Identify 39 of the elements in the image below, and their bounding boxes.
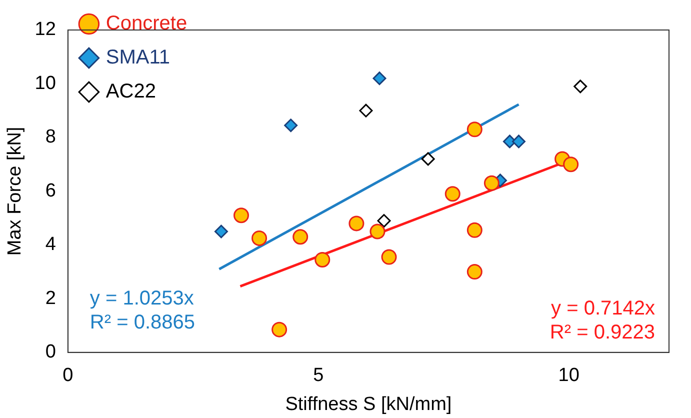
point xyxy=(233,208,249,224)
x-tick-label: 0 xyxy=(62,365,74,386)
x-tick-label: 10 xyxy=(558,365,580,386)
point xyxy=(484,175,500,191)
point xyxy=(314,252,330,268)
point xyxy=(574,80,588,94)
y-tick-label: 10 xyxy=(34,72,56,94)
point xyxy=(444,186,460,202)
x-axis-title: Stiffness S [kN/mm] xyxy=(285,394,452,415)
y-tick-label: 2 xyxy=(45,288,56,309)
legend-label: AC22 xyxy=(106,80,156,103)
y-tick-label: 0 xyxy=(45,342,56,363)
y-tick-label: 8 xyxy=(45,126,56,148)
x-tick-label: 5 xyxy=(313,365,324,386)
point xyxy=(252,230,268,246)
point xyxy=(377,214,391,228)
point xyxy=(466,222,482,238)
y-tick-label: 6 xyxy=(45,180,56,202)
annotation: y = 0.7142x R² = 0.9223 xyxy=(550,297,655,344)
point xyxy=(372,72,386,86)
y-axis-title: Max Force [kN] xyxy=(4,126,26,256)
point xyxy=(563,156,579,172)
point xyxy=(512,134,526,148)
point xyxy=(466,122,482,138)
point xyxy=(348,216,364,232)
point xyxy=(214,224,228,238)
point xyxy=(370,224,386,240)
annotation: y = 1.0253x R² = 0.8865 xyxy=(90,287,196,334)
legend-label: SMA11 xyxy=(106,46,170,69)
point xyxy=(284,118,298,132)
point xyxy=(272,322,288,338)
y-tick-label: 4 xyxy=(45,234,56,256)
y-tick-label: 12 xyxy=(34,19,56,40)
point xyxy=(466,264,482,280)
point xyxy=(292,229,308,245)
point xyxy=(381,249,397,265)
legend-label: Concrete xyxy=(106,12,188,35)
point xyxy=(421,152,435,166)
point xyxy=(359,104,373,118)
